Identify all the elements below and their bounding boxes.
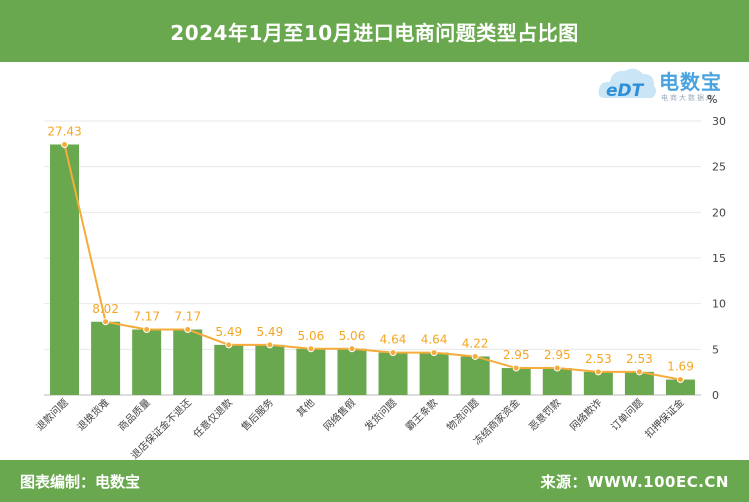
footer-source: 来源：WWW.100EC.CN	[540, 473, 729, 491]
bar	[583, 371, 613, 395]
bar	[624, 371, 654, 395]
bar	[542, 368, 572, 395]
bar	[501, 368, 531, 395]
data-label: 4.64	[380, 333, 407, 347]
data-label: 2.53	[585, 352, 612, 366]
x-tick-label: 其他	[294, 396, 317, 419]
bar	[665, 379, 695, 395]
chart-footer: 图表编制：电数宝 来源：WWW.100EC.CN	[0, 460, 749, 502]
x-tick-label: 售后服务	[238, 396, 275, 433]
line-point	[143, 326, 151, 334]
data-label: 27.43	[47, 124, 81, 138]
bar	[378, 352, 408, 395]
x-tick-label: 扣押保证金	[642, 396, 687, 441]
x-tick-label: 退款问题	[33, 396, 70, 433]
data-label: 5.49	[256, 325, 283, 339]
line-point	[676, 376, 684, 384]
y-tick-label: 20	[712, 206, 726, 219]
data-label: 2.95	[544, 348, 571, 362]
data-label: 5.06	[298, 329, 325, 343]
data-label: 2.95	[503, 348, 530, 362]
data-label: 2.53	[626, 352, 653, 366]
x-tick-label: 发货问题	[362, 396, 399, 433]
chart-title: 2024年1月至10月进口电商问题类型占比图	[170, 20, 579, 45]
x-tick-label: 任意仅退款	[190, 396, 235, 441]
line-point	[471, 352, 479, 360]
bar-line-chart: 27.43 8.02 7.17 7.17 5.49 5.49 5.06 5.06 4.64 4.6…	[33, 93, 726, 460]
y-tick-label: 25	[712, 161, 726, 174]
logo-sub-text: 电商大数据库	[661, 94, 715, 102]
cloud-logo-icon: eDT	[598, 68, 657, 101]
data-label: 1.69	[667, 360, 694, 374]
line-point	[635, 368, 643, 376]
y-tick-label: 0	[712, 389, 719, 402]
bar	[255, 344, 285, 395]
data-label: 7.17	[174, 310, 201, 324]
data-label: 5.06	[339, 329, 366, 343]
data-label: 7.17	[133, 310, 160, 324]
y-tick-labels: 0 5 10 15 20 25 30	[712, 115, 726, 402]
data-label: 4.22	[462, 336, 489, 350]
data-label: 5.49	[215, 325, 242, 339]
bar	[173, 329, 203, 395]
logo-mark-text: eDT	[606, 81, 645, 101]
x-tick-label: 恶意罚款	[526, 396, 563, 433]
line-point	[430, 349, 438, 357]
data-label: 8.02	[92, 302, 119, 316]
chart-header: 2024年1月至10月进口电商问题类型占比图	[0, 0, 749, 62]
data-labels: 27.43 8.02 7.17 7.17 5.49 5.49 5.06 5.06 4.64 4.6…	[47, 124, 693, 373]
line-point	[266, 341, 274, 349]
bar	[91, 321, 121, 395]
line-point	[553, 364, 561, 372]
logo-brand-text: 电数宝	[659, 70, 722, 94]
bar	[460, 356, 490, 395]
line-point	[61, 140, 69, 148]
line-point	[389, 349, 397, 357]
x-tick-label: 霸王条款	[403, 396, 440, 433]
series-line	[63, 144, 681, 381]
line-point	[184, 326, 192, 334]
x-tick-label: 退换货难	[74, 396, 111, 433]
y-unit-label: %	[707, 93, 717, 106]
footer-credit: 图表编制：电数宝	[20, 473, 141, 491]
line-point	[594, 368, 602, 376]
bar	[50, 144, 80, 395]
line-point	[512, 364, 520, 372]
x-tick-label: 网络欺诈	[567, 396, 604, 433]
bar	[296, 348, 326, 395]
bar	[214, 344, 244, 395]
line-point	[307, 345, 315, 353]
y-tick-label: 15	[712, 252, 726, 265]
brand-logo: eDT 电数宝 电商大数据库	[597, 62, 737, 107]
line-point	[225, 341, 233, 349]
bar	[337, 348, 367, 395]
y-tick-label: 30	[712, 115, 726, 128]
bar	[419, 352, 449, 395]
x-tick-label: 订单问题	[608, 396, 645, 433]
x-tick-labels: 退款问题 退换货难 商品质量退店保证金不退还任意仅退款 售后服务 其他 网络售假 发货问题霸…	[33, 396, 686, 460]
y-tick-label: 10	[712, 298, 726, 311]
line-series	[61, 140, 684, 384]
x-tick-label: 网络售假	[321, 396, 358, 433]
data-label: 4.64	[421, 333, 448, 347]
x-tick-label: 物流问题	[444, 396, 481, 433]
line-point	[348, 345, 356, 353]
bar	[132, 329, 162, 395]
x-tick-label: 商品质量	[115, 396, 152, 433]
line-point	[102, 318, 110, 326]
y-tick-label: 5	[712, 343, 719, 356]
